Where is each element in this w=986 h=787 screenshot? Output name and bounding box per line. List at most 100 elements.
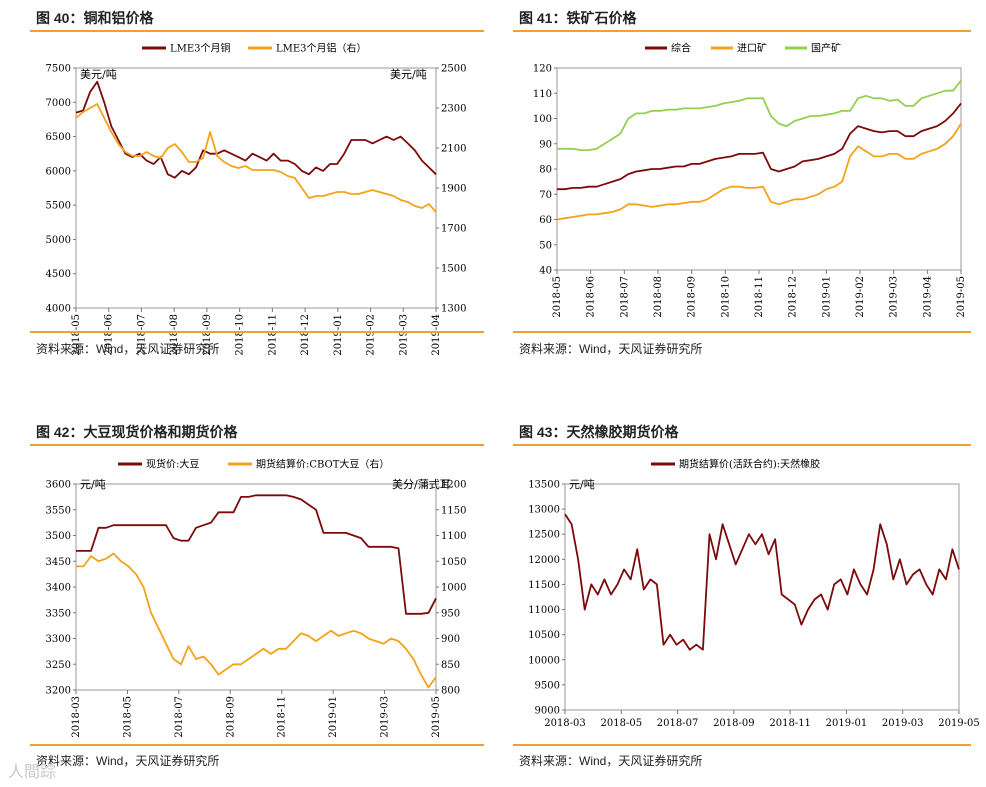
- y2-tick-label: 1000: [441, 583, 466, 594]
- source-rule: [30, 744, 484, 746]
- title-rule: [513, 444, 971, 446]
- figure-41-source: 资料来源：Wind，天风证券研究所: [519, 342, 703, 356]
- y-tick-label: 100: [533, 114, 552, 125]
- y-tick-label: 10000: [528, 655, 560, 666]
- x-tick-label: 2019-05: [431, 696, 442, 738]
- series-line-1: [76, 494, 437, 615]
- y2-tick-label: 850: [441, 660, 460, 671]
- y-tick-label: 90: [539, 139, 552, 150]
- series-line-1: [564, 513, 960, 651]
- plot-frame: [75, 67, 437, 309]
- figure-41-title: 图 41：铁矿石价格: [519, 10, 637, 26]
- x-tick-label: 2019-01: [333, 314, 344, 356]
- plot-frame: [75, 483, 437, 691]
- y-tick-label: 3300: [46, 634, 71, 645]
- y-tick-label: 6000: [46, 166, 71, 177]
- y2-tick-label: 2500: [441, 64, 466, 75]
- legend-label-1: 期货结算价(活跃合约):天然橡胶: [679, 458, 820, 471]
- x-tick-label: 2019-03: [380, 696, 391, 738]
- x-tick-label: 2019-02: [366, 314, 377, 356]
- y-tick-label: 3550: [46, 505, 71, 516]
- figure-40-source: 资料来源：Wind，天风证券研究所: [36, 342, 220, 356]
- y-tick-label: 50: [539, 240, 552, 251]
- y-tick-label: 10500: [528, 630, 560, 641]
- source-rule: [30, 331, 484, 333]
- title-rule: [30, 444, 484, 446]
- left-axis-unit: 元/吨: [569, 478, 595, 491]
- y-tick-label: 5500: [46, 201, 71, 212]
- x-tick-label: 2018-03: [544, 718, 586, 729]
- title-rule: [513, 30, 971, 32]
- x-tick-label: 2018-10: [720, 276, 731, 318]
- y-tick-label: 60: [539, 215, 552, 226]
- natural-rubber-chart: 13500 13000 12500 12000 11500 11000 10500 10000…: [528, 458, 980, 730]
- y-tick-label: 40: [539, 266, 552, 277]
- x-tick-label: 2018-12: [788, 276, 799, 318]
- y-tick-label: 5000: [46, 235, 71, 246]
- y2-tick-label: 1050: [441, 557, 466, 568]
- x-tick-label: 2019-01: [328, 696, 339, 738]
- legend-label-2: LME3个月铝（右）: [276, 42, 367, 55]
- figure-42-title: 图 42：大豆现货价格和期货价格: [36, 424, 238, 440]
- y-tick-label: 3200: [46, 686, 71, 697]
- figure-43-title: 图 43：天然橡胶期货价格: [519, 424, 679, 440]
- legend-label-1: LME3个月铜: [170, 43, 231, 55]
- y-tick-label: 6500: [46, 132, 71, 143]
- y2-tick-label: 1100: [441, 531, 466, 542]
- y-tick-label: 13500: [528, 480, 560, 491]
- y-tick-label: 11000: [528, 605, 560, 616]
- x-tick-label: 2018-09: [202, 314, 213, 356]
- x-tick-label: 2018-07: [619, 276, 630, 318]
- legend-label-3: 国产矿: [811, 42, 841, 55]
- figure-42-source: 资料来源：Wind，天风证券研究所: [36, 754, 220, 768]
- y-tick-label: 3600: [46, 480, 71, 491]
- source-rule: [513, 744, 971, 746]
- figure-43-source: 资料来源：Wind，天风证券研究所: [519, 754, 703, 768]
- y-tick-label: 80: [539, 165, 552, 176]
- x-tick-label: 2019-05: [938, 718, 980, 729]
- y2-tick-label: 950: [441, 608, 460, 619]
- left-axis-unit: 元/吨: [80, 478, 106, 491]
- x-tick-label: 2018-07: [136, 314, 147, 356]
- y2-tick-label: 1500: [441, 264, 466, 275]
- watermark: 人間踪: [8, 764, 57, 781]
- y2-tick-label: 1300: [441, 304, 466, 315]
- x-tick-label: 2018-11: [267, 314, 278, 356]
- x-tick-label: 2018-07: [174, 696, 185, 738]
- series-line-1: [557, 102, 962, 191]
- x-tick-label: 2018-05: [122, 696, 133, 738]
- x-tick-label: 2018-07: [657, 718, 699, 729]
- y-tick-label: 12500: [528, 530, 560, 541]
- y-tick-label: 3250: [46, 660, 71, 671]
- series-line-1: [75, 80, 437, 179]
- y-tick-label: 12000: [528, 555, 560, 566]
- x-tick-label: 2018-12: [300, 314, 311, 356]
- x-tick-label: 2018-10: [235, 314, 246, 356]
- x-tick-label: 2018-08: [169, 314, 180, 356]
- x-tick-label: 2019-01: [821, 276, 832, 318]
- left-axis-unit: 美元/吨: [80, 68, 117, 81]
- y2-tick-label: 900: [441, 634, 460, 645]
- y-tick-label: 70: [539, 190, 552, 201]
- y-tick-label: 4500: [46, 269, 71, 280]
- x-tick-label: 2018-08: [653, 276, 664, 318]
- title-rule: [30, 30, 484, 32]
- x-tick-label: 2018-05: [71, 314, 82, 356]
- legend-label-2: 期货结算价:CBOT大豆（右）: [256, 458, 389, 471]
- x-tick-label: 2018-09: [687, 276, 698, 318]
- y-tick-label: 3400: [46, 583, 71, 594]
- x-tick-label: 2019-03: [882, 718, 924, 729]
- x-tick-label: 2018-05: [601, 718, 643, 729]
- legend-label-1: 现货价:大豆: [146, 458, 199, 471]
- y-tick-label: 13000: [528, 505, 560, 516]
- y-tick-label: 11500: [528, 580, 560, 591]
- y2-tick-label: 800: [441, 686, 460, 697]
- right-axis-unit: 美元/吨: [390, 68, 427, 81]
- x-tick-label: 2018-06: [586, 276, 597, 318]
- y2-tick-label: 1700: [441, 224, 466, 235]
- copper-aluminum-chart: 7500 7000 6500 6000 5500 5000 4500 4000 2500 2300…: [46, 42, 467, 356]
- series-line-2: [76, 552, 437, 689]
- y-tick-label: 110: [533, 89, 552, 100]
- x-tick-label: 2018-03: [71, 696, 82, 738]
- x-tick-label: 2018-09: [225, 696, 236, 738]
